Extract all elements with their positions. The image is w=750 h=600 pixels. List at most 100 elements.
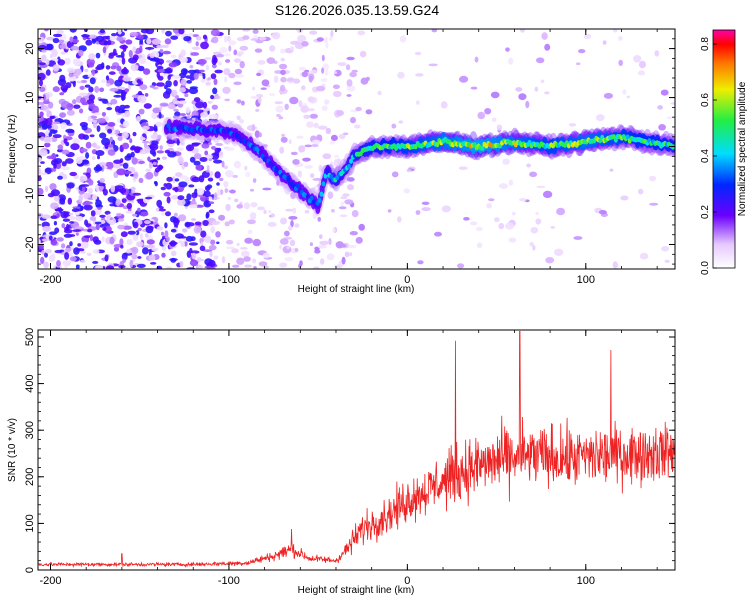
noise-blob: [69, 36, 74, 43]
x-tick-label: 100: [577, 575, 595, 587]
noise-blob: [109, 87, 119, 92]
noise-blob: [348, 252, 353, 256]
noise-blob: [66, 109, 75, 116]
noise-blob: [107, 149, 116, 156]
noise-blob: [145, 168, 152, 172]
noise-blob: [80, 97, 86, 104]
noise-blob: [145, 196, 153, 200]
noise-blob: [132, 192, 142, 196]
noise-blob: [143, 103, 152, 109]
noise-blob: [38, 243, 44, 250]
noise-blob: [253, 266, 257, 269]
noise-blob: [508, 179, 514, 186]
noise-blob: [177, 156, 184, 164]
noise-blob: [210, 239, 216, 245]
noise-blob: [223, 181, 229, 188]
noise-blob: [88, 179, 94, 186]
noise-blob: [80, 148, 88, 153]
noise-blob: [345, 64, 351, 71]
noise-blob: [171, 89, 177, 98]
noise-blob: [130, 151, 135, 158]
spectrogram-x-axis-label: Height of straight line (km): [298, 284, 415, 295]
noise-blob: [96, 35, 105, 43]
noise-blob: [81, 185, 86, 192]
noise-blob: [46, 110, 52, 118]
noise-blob: [318, 125, 328, 130]
noise-blob: [239, 60, 245, 69]
noise-blob: [536, 185, 546, 189]
noise-blob: [78, 92, 88, 97]
noise-blob: [81, 34, 90, 38]
noise-blob: [69, 212, 74, 216]
noise-blob: [200, 41, 209, 50]
noise-blob: [347, 184, 354, 191]
noise-blob: [324, 36, 329, 44]
noise-blob: [174, 186, 179, 193]
noise-blob: [80, 259, 86, 263]
noise-blob: [330, 29, 334, 38]
noise-blob: [97, 155, 100, 160]
noise-blob: [202, 249, 213, 253]
noise-blob: [649, 175, 656, 182]
noise-blob: [89, 77, 96, 85]
noise-blob: [210, 73, 217, 80]
noise-blob: [434, 231, 442, 237]
noise-blob: [151, 112, 158, 120]
noise-blob: [80, 205, 84, 211]
noise-blob: [39, 172, 48, 176]
noise-blob: [296, 29, 304, 34]
noise-blob: [163, 183, 168, 187]
noise-blob: [219, 177, 224, 182]
noise-blob: [62, 260, 72, 267]
noise-blob: [137, 256, 142, 259]
noise-blob: [321, 54, 325, 62]
noise-blob: [556, 207, 566, 216]
noise-blob: [38, 187, 44, 196]
noise-blob: [119, 238, 124, 246]
noise-blob: [235, 74, 245, 78]
noise-blob: [97, 182, 106, 187]
noise-blob: [578, 49, 586, 54]
snr-panel: -200 -100 0 100 0 100 200 300 400 500 Height of …: [7, 328, 676, 596]
noise-blob: [161, 252, 166, 258]
colorbar-tick-label: 0.6: [700, 93, 711, 107]
noise-blob: [164, 222, 168, 229]
noise-blob: [150, 262, 157, 265]
noise-blob: [101, 112, 106, 117]
noise-blob: [498, 222, 505, 230]
noise-blob: [399, 35, 407, 43]
noise-blob: [240, 250, 250, 258]
noise-blob: [202, 219, 209, 227]
noise-blob: [313, 266, 320, 269]
y-tick-label: 400: [24, 374, 36, 392]
noise-blob: [397, 71, 405, 79]
noise-blob: [83, 201, 93, 205]
noise-blob: [145, 171, 154, 180]
noise-blob: [211, 104, 218, 110]
noise-blob: [502, 158, 510, 165]
noise-blob: [72, 58, 81, 66]
noise-blob: [206, 165, 210, 171]
noise-blob: [349, 231, 358, 236]
noise-blob: [166, 134, 172, 141]
noise-blob: [189, 86, 198, 90]
noise-blob: [233, 160, 241, 169]
noise-blob: [168, 241, 178, 246]
noise-blob: [170, 35, 179, 40]
noise-blob: [78, 194, 84, 202]
noise-blob: [304, 144, 313, 148]
noise-blob: [55, 162, 62, 170]
noise-blob: [321, 240, 330, 245]
noise-blob: [440, 101, 448, 109]
noise-blob: [223, 53, 231, 57]
noise-blob: [365, 109, 373, 115]
noise-blob: [66, 182, 75, 189]
noise-blob: [139, 84, 148, 90]
noise-blob: [324, 68, 329, 76]
noise-blob: [204, 190, 211, 197]
noise-blob: [59, 112, 67, 118]
noise-blob: [191, 176, 201, 183]
noise-blob: [124, 170, 132, 175]
noise-blob: [102, 227, 107, 231]
noise-blob: [280, 69, 286, 76]
